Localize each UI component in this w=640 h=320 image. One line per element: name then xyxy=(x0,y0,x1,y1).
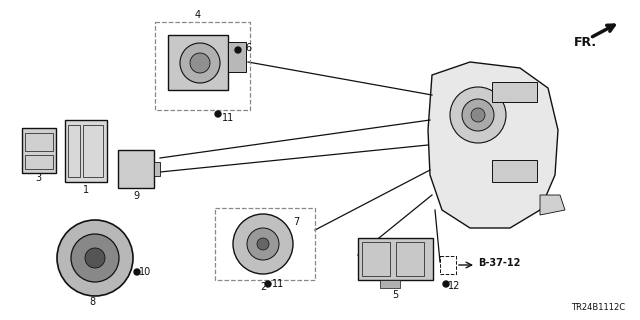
Bar xyxy=(215,208,315,280)
Text: 10: 10 xyxy=(139,267,151,277)
Bar xyxy=(492,160,537,182)
Text: 11: 11 xyxy=(222,113,234,123)
Circle shape xyxy=(471,108,485,122)
Text: 8: 8 xyxy=(89,297,95,307)
Text: 3: 3 xyxy=(35,173,41,183)
Circle shape xyxy=(462,99,494,131)
Polygon shape xyxy=(428,62,558,228)
Text: 11: 11 xyxy=(272,279,284,289)
Bar xyxy=(22,128,56,173)
Bar xyxy=(154,162,160,176)
Circle shape xyxy=(443,281,449,287)
Bar xyxy=(118,150,154,188)
Text: TR24B1112C: TR24B1112C xyxy=(571,303,625,313)
Circle shape xyxy=(247,228,279,260)
Text: 2: 2 xyxy=(260,282,266,292)
Text: 5: 5 xyxy=(392,290,398,300)
Circle shape xyxy=(180,43,220,83)
Circle shape xyxy=(134,269,140,275)
Bar xyxy=(440,256,456,274)
Circle shape xyxy=(233,214,293,274)
Circle shape xyxy=(265,281,271,287)
Circle shape xyxy=(257,238,269,250)
Bar xyxy=(358,238,433,280)
Bar xyxy=(380,280,400,288)
Bar xyxy=(396,242,424,276)
Bar xyxy=(155,22,250,110)
Circle shape xyxy=(450,87,506,143)
Circle shape xyxy=(71,234,119,282)
Text: B-37-12: B-37-12 xyxy=(478,258,520,268)
Text: 6: 6 xyxy=(245,43,251,53)
Circle shape xyxy=(57,220,133,296)
Polygon shape xyxy=(540,195,565,215)
Bar xyxy=(65,120,107,182)
Bar xyxy=(68,125,80,177)
Bar xyxy=(362,242,390,276)
Bar xyxy=(168,35,228,90)
Bar xyxy=(492,82,537,102)
Text: 4: 4 xyxy=(195,10,201,20)
Circle shape xyxy=(215,111,221,117)
Text: 1: 1 xyxy=(83,185,89,195)
Text: FR.: FR. xyxy=(574,36,597,49)
Circle shape xyxy=(235,47,241,53)
Circle shape xyxy=(190,53,210,73)
Bar xyxy=(25,133,53,151)
Bar xyxy=(25,155,53,169)
Text: 9: 9 xyxy=(133,191,139,201)
Text: 12: 12 xyxy=(448,281,460,291)
Circle shape xyxy=(85,248,105,268)
Bar xyxy=(228,42,246,72)
Text: 7: 7 xyxy=(293,217,299,227)
Bar xyxy=(83,125,103,177)
